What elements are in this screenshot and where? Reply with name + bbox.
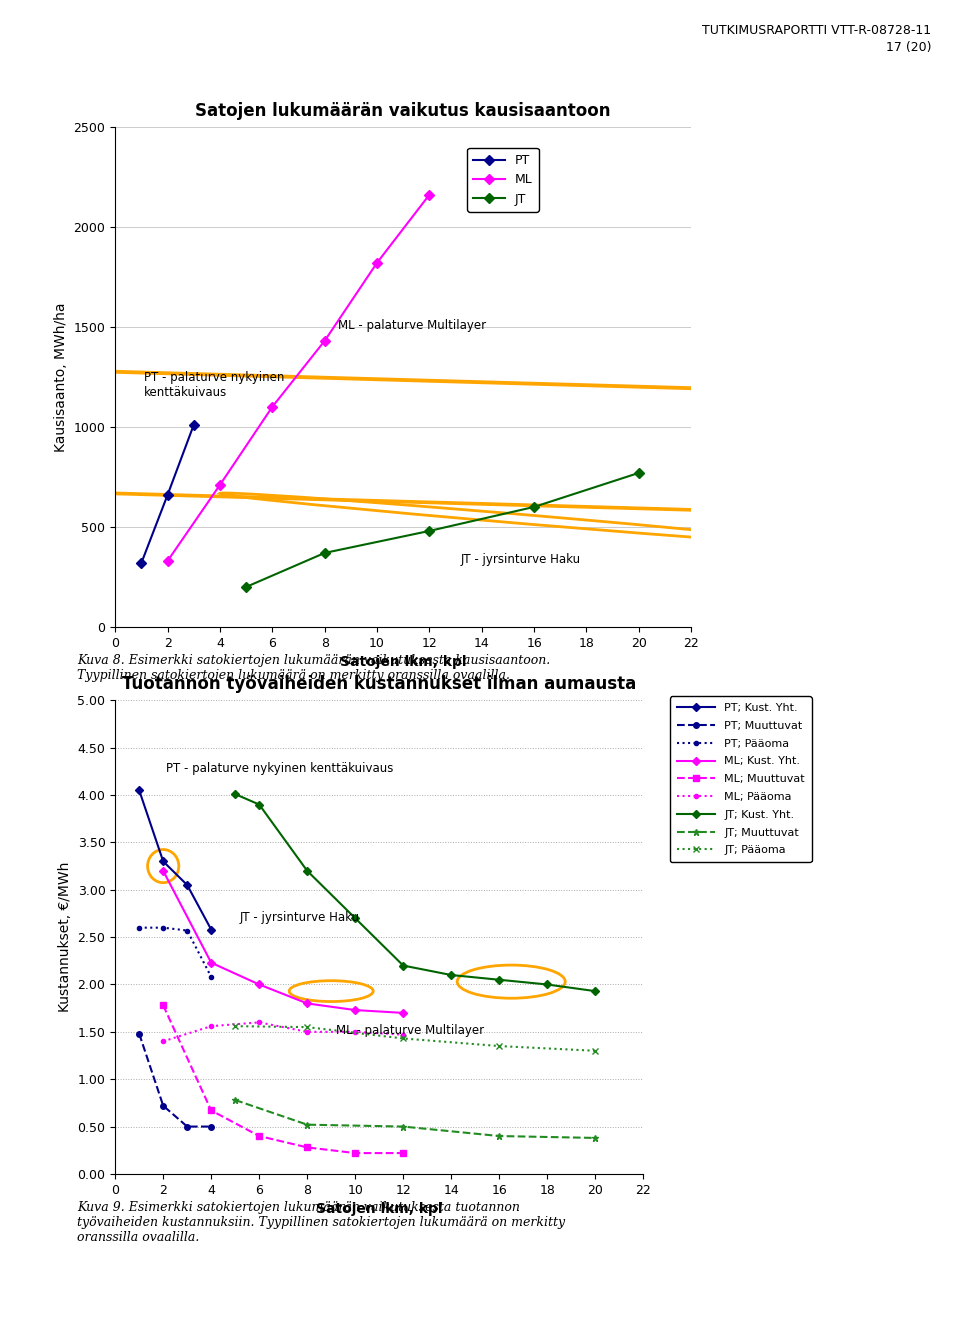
PT; Pääoma [181, 923, 193, 939]
Text: PT - palaturve nykyinen
kenttäkuivaus: PT - palaturve nykyinen kenttäkuivaus [144, 371, 284, 399]
ML [214, 478, 226, 494]
Text: TUTKIMUSRAPORTTI VTT-R-08728-11: TUTKIMUSRAPORTTI VTT-R-08728-11 [702, 24, 931, 37]
ML; Pääoma [157, 1034, 169, 1050]
Legend: PT; Kust. Yht., PT; Muuttuvat, PT; Pääoma, ML; Kust. Yht., ML; Muuttuvat, ML; Pä: PT; Kust. Yht., PT; Muuttuvat, PT; Pääom… [670, 696, 811, 862]
Text: Kuva 9. Esimerkki satokiertojen lukumäärän vaikutuksesta tuotannon
työvaiheiden : Kuva 9. Esimerkki satokiertojen lukumäär… [77, 1201, 564, 1243]
ML; Muuttuvat [205, 1102, 217, 1118]
ML; Pääoma [397, 1027, 409, 1043]
JT; Pääoma [301, 1019, 313, 1035]
JT; Kust. Yht. [493, 971, 505, 987]
Line: JT: JT [243, 470, 642, 591]
ML; Pääoma [205, 1018, 217, 1034]
ML; Kust. Yht. [157, 863, 169, 879]
PT; Pääoma [133, 919, 145, 935]
ML; Muuttuvat [157, 998, 169, 1014]
ML; Kust. Yht. [301, 995, 313, 1011]
ML; Pääoma [253, 1014, 265, 1030]
Line: PT; Kust. Yht.: PT; Kust. Yht. [136, 787, 214, 932]
JT; Pääoma [493, 1038, 505, 1054]
X-axis label: Satojen lkm, kpl: Satojen lkm, kpl [340, 655, 467, 670]
ML; Kust. Yht. [397, 1005, 409, 1021]
PT; Pääoma [205, 968, 217, 984]
ML; Muuttuvat [349, 1145, 361, 1161]
Line: ML; Kust. Yht.: ML; Kust. Yht. [160, 868, 406, 1015]
Line: PT; Pääoma: PT; Pääoma [137, 926, 213, 979]
PT; Muuttuvat [205, 1118, 217, 1134]
Text: ML - palaturve Multilayer: ML - palaturve Multilayer [336, 1025, 484, 1038]
Line: ML; Pääoma: ML; Pääoma [161, 1021, 405, 1043]
PT; Muuttuvat [181, 1118, 193, 1134]
JT; Muuttuvat [493, 1129, 505, 1145]
JT; Kust. Yht. [229, 786, 241, 802]
PT [162, 487, 174, 503]
ML; Kust. Yht. [205, 955, 217, 971]
ML [372, 255, 383, 271]
PT; Muuttuvat [157, 1098, 169, 1114]
Y-axis label: Kausisaanto, MWh/ha: Kausisaanto, MWh/ha [54, 301, 68, 452]
JT; Muuttuvat [397, 1118, 409, 1134]
PT; Pääoma [157, 919, 169, 935]
Line: ML: ML [164, 191, 433, 564]
ML; Muuttuvat [397, 1145, 409, 1161]
Line: JT; Kust. Yht.: JT; Kust. Yht. [232, 791, 598, 994]
ML; Pääoma [301, 1025, 313, 1041]
Text: JT - jyrsinturve Haku: JT - jyrsinturve Haku [461, 552, 581, 566]
JT; Kust. Yht. [397, 958, 409, 974]
JT; Muuttuvat [589, 1130, 601, 1146]
JT; Muuttuvat [229, 1093, 241, 1109]
JT [633, 466, 644, 482]
Line: PT: PT [138, 422, 197, 567]
Title: Tuotannon työvaiheiden kustannukset ilman aumausta: Tuotannon työvaiheiden kustannukset ilma… [122, 675, 636, 694]
Title: Satojen lukumäärän vaikutus kausisaantoon: Satojen lukumäärän vaikutus kausisaantoo… [196, 101, 611, 120]
PT; Muuttuvat [133, 1026, 145, 1042]
PT [135, 555, 147, 571]
Text: ML - palaturve Multilayer: ML - palaturve Multilayer [338, 319, 486, 332]
ML; Kust. Yht. [349, 1002, 361, 1018]
ML; Pääoma [349, 1025, 361, 1041]
JT; Pääoma [397, 1030, 409, 1046]
Line: ML; Muuttuvat: ML; Muuttuvat [160, 1003, 406, 1155]
PT; Kust. Yht. [205, 922, 217, 938]
PT; Kust. Yht. [181, 876, 193, 892]
Line: JT; Muuttuvat: JT; Muuttuvat [231, 1097, 599, 1142]
Text: PT - palaturve nykyinen kenttäkuivaus: PT - palaturve nykyinen kenttäkuivaus [165, 762, 393, 775]
ML [319, 334, 330, 350]
ML; Muuttuvat [301, 1139, 313, 1155]
JT [240, 579, 252, 595]
JT; Kust. Yht. [445, 967, 457, 983]
Text: Kuva 8. Esimerkki satokiertojen lukumäärän vaikutuksesta kausisaantoon.
Tyypilli: Kuva 8. Esimerkki satokiertojen lukumäär… [77, 654, 550, 682]
JT [528, 499, 540, 515]
JT; Kust. Yht. [301, 863, 313, 879]
PT; Kust. Yht. [133, 782, 145, 798]
JT; Kust. Yht. [349, 910, 361, 926]
ML; Kust. Yht. [253, 976, 265, 992]
JT; Kust. Yht. [541, 976, 553, 992]
JT; Pääoma [229, 1018, 241, 1034]
ML; Muuttuvat [253, 1129, 265, 1145]
JT [423, 523, 435, 539]
JT; Pääoma [589, 1043, 601, 1059]
PT [188, 416, 200, 432]
PT; Kust. Yht. [157, 854, 169, 870]
ML [423, 187, 435, 203]
Text: 17 (20): 17 (20) [886, 41, 931, 55]
Y-axis label: Kustannukset, €/MWh: Kustannukset, €/MWh [58, 862, 72, 1013]
X-axis label: Satojen lkm, kpl: Satojen lkm, kpl [316, 1202, 443, 1217]
ML [267, 399, 278, 415]
JT; Kust. Yht. [589, 983, 601, 999]
JT [319, 544, 330, 560]
Text: JT - jyrsinturve Haku: JT - jyrsinturve Haku [240, 911, 360, 923]
ML [162, 552, 174, 568]
Legend: PT, ML, JT: PT, ML, JT [468, 148, 539, 212]
Line: PT; Muuttuvat: PT; Muuttuvat [136, 1031, 214, 1130]
JT; Kust. Yht. [253, 796, 265, 812]
Line: JT; Pääoma: JT; Pääoma [232, 1023, 598, 1054]
JT; Muuttuvat [301, 1117, 313, 1133]
